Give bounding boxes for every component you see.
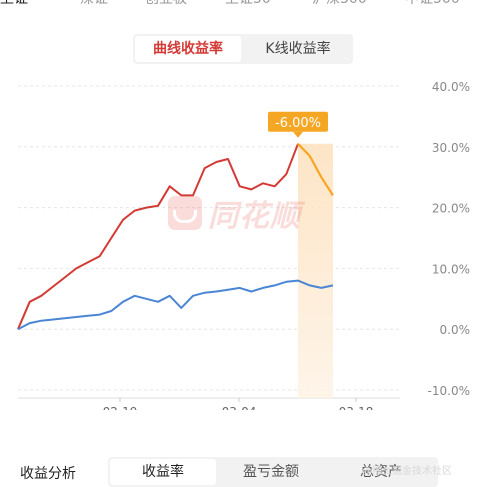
x-tick-label: 03-04 [222,405,257,410]
index-tab-sz50[interactable]: 上证50 [225,0,271,8]
tooltip-pointer [293,131,303,138]
y-tick-label: 40.0% [432,80,470,94]
y-tick-label: 30.0% [432,141,470,155]
portfolio-return-line [17,143,299,330]
y-tick-label: 20.0% [432,202,470,216]
index-tab-sz[interactable]: 深证 [80,0,108,8]
watermark-text: 同花顺 [208,199,301,234]
index-tab-sh[interactable]: 上证 [0,0,28,8]
return-chart[interactable]: 40.0% 30.0% 20.0% 10.0% 0.0% -10.0% 02-19 03-04… [0,70,480,410]
index-tab-cyb[interactable]: 创业板 [145,0,187,8]
tab-profit-loss[interactable]: 盈亏金额 [243,464,299,480]
tooltip-box [268,111,328,132]
highlight-segment-line [297,143,334,196]
tab-total-assets[interactable]: 总资产 [360,464,402,480]
benchmark-return-line [17,279,334,331]
tab-return-rate[interactable]: 收益率 [110,459,216,485]
chart-mode-switch: 曲线收益率 K线收益率 [133,34,353,64]
y-tick-label: -10.0% [428,384,470,398]
tab-curve-return[interactable]: 曲线收益率 [135,36,241,62]
tab-kline-return[interactable]: K线收益率 [265,41,331,57]
index-tabs: 上证 深证 创业板 上证50 沪深300 中证500 [0,0,480,8]
y-tick-label: 10.0% [432,262,470,276]
y-tick-label: 0.0% [440,323,471,337]
x-tick-label: 03-18 [339,405,374,410]
index-tab-zz500[interactable]: 中证500 [405,0,460,8]
tonghuashun-watermark: 同花顺 [168,193,301,234]
tooltip-value: -6.00% [275,116,321,131]
return-analysis-title: 收益分析 [20,466,76,482]
x-tick-label: 02-19 [103,405,138,410]
highlight-band [298,143,333,398]
index-tab-hs300[interactable]: 沪深300 [312,0,367,8]
juejin-watermark: @稀土掘金技术社区 [362,466,452,477]
tonghuashun-logo-icon [168,196,202,230]
